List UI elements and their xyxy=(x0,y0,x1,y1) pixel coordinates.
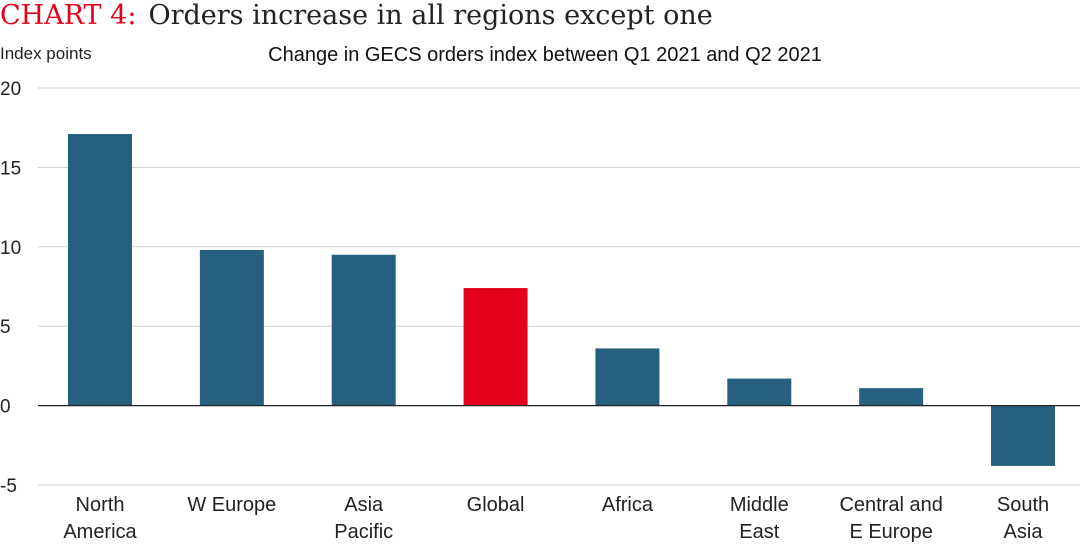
x-category-line: E Europe xyxy=(849,521,932,543)
x-category-label: Asia Pacific xyxy=(334,494,393,543)
y-axis-label: Index points xyxy=(0,44,92,63)
bar-north-america xyxy=(68,134,132,406)
x-category-line: North xyxy=(76,494,125,516)
bar-global xyxy=(463,288,528,406)
x-category-label: North America xyxy=(63,494,137,543)
x-category-line: Asia xyxy=(1004,521,1044,543)
y-tick-label: 5 xyxy=(0,317,11,338)
y-tick-label: -5 xyxy=(0,476,17,497)
x-category-line: Pacific xyxy=(334,521,393,543)
x-category-line: W Europe xyxy=(187,494,276,516)
bar-middle-east xyxy=(727,378,792,406)
bar-central-and-e-europe xyxy=(859,388,924,406)
bar-w-europe xyxy=(199,249,264,406)
bar-asia-pacific xyxy=(331,254,396,406)
y-tick-label: 10 xyxy=(0,238,21,259)
x-category-label: W Europe xyxy=(187,494,276,516)
x-category-line: America xyxy=(63,521,137,543)
x-category-line: Africa xyxy=(602,494,654,516)
x-category-line: Central and xyxy=(839,494,942,516)
chart-header-title: CHART 4: Orders increase in all regions … xyxy=(0,0,713,31)
x-axis-categories: North America W Europe Asia Pacific Global Afr… xyxy=(63,494,1049,543)
x-category-label: South Asia xyxy=(997,494,1049,543)
x-category-line: Global xyxy=(467,494,525,516)
x-category-label: Central and E Europe xyxy=(839,494,942,543)
x-category-line: South xyxy=(997,494,1049,516)
chart-subtitle: Change in GECS orders index between Q1 2… xyxy=(268,44,822,66)
bars xyxy=(68,134,1055,466)
chart-number: CHART 4: xyxy=(0,0,136,31)
bar-south-asia xyxy=(991,405,1055,466)
y-tick-label: 20 xyxy=(0,79,21,100)
x-category-label: Africa xyxy=(602,494,654,516)
x-category-line: Asia xyxy=(344,494,384,516)
y-tick-label: 15 xyxy=(0,158,21,179)
chart-headline: Orders increase in all regions except on… xyxy=(148,0,712,31)
x-category-line: Middle xyxy=(730,494,789,516)
y-tick-label: 0 xyxy=(0,397,11,418)
y-axis-ticks: -5 0 5 10 15 20 xyxy=(0,79,21,497)
x-category-label: Middle East xyxy=(730,494,789,543)
bar-africa xyxy=(595,348,660,406)
gridlines xyxy=(38,87,1080,486)
x-category-label: Global xyxy=(467,494,525,516)
x-category-line: East xyxy=(739,521,779,543)
